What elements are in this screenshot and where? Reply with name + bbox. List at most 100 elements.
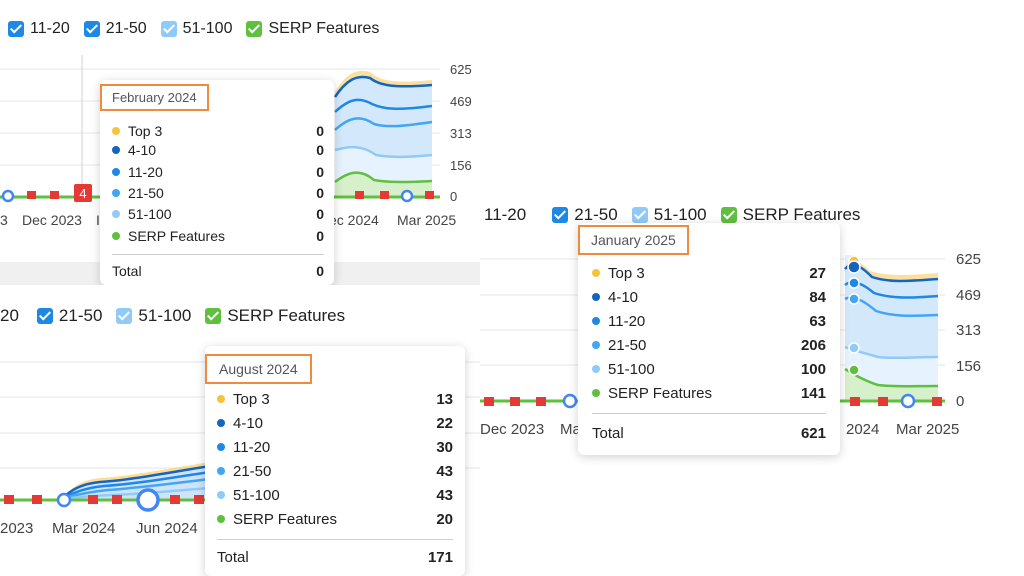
checkbox-icon[interactable] [36,308,53,324]
tooltip-divider [217,539,453,540]
series-dot-icon [112,168,120,176]
line-21-50 [334,117,433,131]
google-marker-icon [400,189,414,203]
series-dot-icon [592,341,600,349]
tooltip-total: Total 171 [217,548,453,566]
checkbox-icon[interactable] [8,21,24,37]
series-dot-icon [217,443,225,451]
tooltip-row-top3: Top 3 13 [217,387,453,411]
line-11-20 [334,98,433,113]
line-4-10 [61,464,211,499]
flag-marker [932,397,942,406]
flag-marker [50,191,59,199]
tooltip-row-4-10: 4-10 0 [112,139,324,161]
flag-marker [380,191,389,199]
google-marker-icon [136,488,160,512]
area-chart: 625 469 313 156 0 Dec 2023 Ma 2024 Mar 2… [480,251,981,438]
y-tick-label: 625 [956,251,981,268]
count-badge-label: 4 [79,186,86,201]
tooltip-row-21-50: 21-50 43 [217,459,453,483]
flag-marker [878,397,888,406]
legend-item-51-100[interactable]: 51-100 [160,20,232,38]
legend-item-21-50[interactable]: 21-50 [36,306,102,326]
series-dot-icon [217,419,225,427]
x-tick-label: Jun 2024 [136,520,198,537]
checkbox-icon[interactable] [116,308,133,324]
google-marker-icon [1,189,15,203]
tooltip-row-11-20: 11-20 63 [592,309,826,333]
legend: 11-20 21-50 51-100 SERP Features [8,20,393,38]
tooltip-row-51-100: 51-100 0 [112,203,324,225]
checkbox-icon[interactable] [552,207,569,223]
y-tick-label: 625 [450,62,472,77]
point-serp [848,364,860,376]
flag-marker [4,495,14,504]
flag-marker [425,191,434,199]
series-dot-icon [112,189,120,197]
tooltip-row-serp-features: SERP Features 141 [592,381,826,405]
flag-marker [510,397,520,406]
legend-item-51-100[interactable]: 51-100 [116,306,191,326]
tooltip-row-serp-features: SERP Features 0 [112,225,324,247]
legend-item-11-20[interactable]: 11-20 [8,20,70,38]
tooltip-total: Total 0 [112,263,324,279]
tooltip-row-4-10: 4-10 22 [217,411,453,435]
tooltip-row-51-100: 51-100 100 [592,357,826,381]
flag-marker [88,495,98,504]
series-dot-icon [217,515,225,523]
x-tick-label: Dec 2023 [480,421,544,438]
series-dot-icon [592,317,600,325]
chart-panel-jan-2025: 11-20 21-50 51-100 SERP Features [480,195,1024,465]
checkbox-icon[interactable] [720,207,737,223]
line-21-50 [61,477,211,500]
y-tick-label: 156 [956,358,981,375]
legend-item-serp-features[interactable]: SERP Features [205,306,345,326]
y-tick-label: 469 [450,94,472,109]
flag-marker [194,495,204,504]
legend: 20 21-50 51-100 SERP Features [0,306,359,326]
x-tick-label: Mar 2025 [896,421,959,438]
legend-item-21-50[interactable]: 21-50 [552,205,618,225]
x-tick-label: 2023 [0,520,33,537]
legend-item-serp-features[interactable]: SERP Features [246,20,379,38]
count-badge [74,184,92,202]
google-marker-icon [900,393,916,409]
series-dot-icon [112,210,120,218]
legend-item-11-20[interactable]: 11-20 [484,205,527,224]
y-tick-label: 313 [450,126,472,141]
flag-marker [27,191,36,199]
legend-item-11-20[interactable]: 20 [0,306,19,325]
flag-marker [850,397,860,406]
tooltip: August 2024 Top 3 13 4-10 22 11-20 30 21-50… [205,346,465,576]
legend-item-51-100[interactable]: 51-100 [631,205,707,225]
line-51-100 [61,486,211,501]
y-tick-label: 156 [450,158,472,173]
legend-item-serp-features[interactable]: SERP Features [720,205,860,225]
point-21-50 [848,293,860,305]
checkbox-icon[interactable] [83,21,100,37]
tooltip-month: January 2025 [578,225,689,255]
checkbox-icon[interactable] [160,21,177,37]
legend-item-21-50[interactable]: 21-50 [83,20,147,38]
google-marker-icon [562,393,578,409]
checkbox-icon[interactable] [631,207,648,223]
chart-panel-feb-2024: 11-20 21-50 51-100 SERP Features 4 625 [0,0,480,285]
tooltip-row-serp-features: SERP Features 20 [217,507,453,531]
series-dot-icon [112,232,120,240]
flag-marker [32,495,42,504]
x-tick-label: 2024 [846,421,879,438]
checkbox-icon[interactable] [205,308,222,324]
series-dot-icon [592,293,600,301]
flag-marker [112,495,122,504]
series-dot-icon [112,146,120,154]
point-4-10 [847,260,861,274]
series-dot-icon [217,395,225,403]
x-tick-label: Mar 2025 [397,212,456,228]
checkbox-icon[interactable] [246,21,263,37]
tooltip-month: February 2024 [100,84,209,111]
series-dot-icon [112,127,120,135]
line-4-10 [333,75,433,98]
x-tick-label: 3 [0,212,8,228]
series-dot-icon [592,269,600,277]
